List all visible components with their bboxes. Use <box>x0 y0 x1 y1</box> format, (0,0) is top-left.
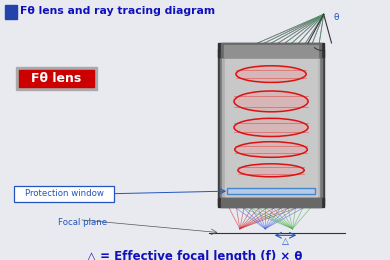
Bar <box>221 43 321 57</box>
Bar <box>317 49 324 205</box>
Text: Fθ lens: Fθ lens <box>32 72 82 85</box>
Text: △ = Effective focal length (f) × θ: △ = Effective focal length (f) × θ <box>87 250 303 260</box>
Ellipse shape <box>234 118 308 136</box>
Ellipse shape <box>236 66 306 82</box>
Text: Focal plane: Focal plane <box>58 218 107 228</box>
Bar <box>227 188 315 194</box>
Bar <box>220 49 223 205</box>
Bar <box>317 49 322 205</box>
FancyBboxPatch shape <box>14 186 114 202</box>
Bar <box>218 49 225 205</box>
Bar <box>218 43 324 57</box>
Text: θ: θ <box>333 13 339 22</box>
Text: △: △ <box>282 237 289 246</box>
Bar <box>19 70 94 87</box>
Bar <box>221 198 321 207</box>
Bar <box>225 57 317 198</box>
Bar <box>222 49 225 205</box>
Ellipse shape <box>234 91 308 112</box>
Bar <box>5 5 17 20</box>
Bar <box>224 45 318 57</box>
Ellipse shape <box>238 164 304 177</box>
Bar <box>218 198 324 207</box>
Bar <box>16 67 97 90</box>
Text: Fθ lens and ray tracing diagram: Fθ lens and ray tracing diagram <box>20 6 215 16</box>
Bar <box>317 49 319 205</box>
Text: Protection window: Protection window <box>25 189 104 198</box>
Ellipse shape <box>235 142 307 157</box>
